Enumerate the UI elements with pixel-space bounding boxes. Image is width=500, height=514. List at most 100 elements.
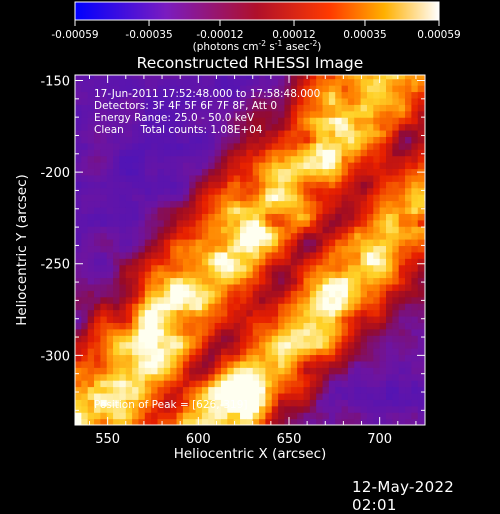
heatmap-cell xyxy=(176,136,184,144)
heatmap-cell xyxy=(87,194,95,202)
heatmap-cell xyxy=(220,315,228,323)
heatmap-cell xyxy=(220,360,228,368)
heatmap-cell xyxy=(214,296,222,304)
heatmap-cell xyxy=(119,418,127,425)
heatmap-cell xyxy=(227,335,235,343)
heatmap-cell xyxy=(246,85,254,93)
heatmap-cell xyxy=(208,174,216,182)
heatmap-cell xyxy=(157,232,165,240)
heatmap-cell xyxy=(201,123,209,131)
heatmap-cell xyxy=(157,386,165,394)
heatmap-cell xyxy=(201,328,209,336)
heatmap-cell xyxy=(176,309,184,317)
heatmap-cell xyxy=(81,380,89,388)
heatmap-cell xyxy=(163,194,171,202)
heatmap-cell xyxy=(405,348,412,356)
heatmap-cell xyxy=(182,85,190,93)
heatmap-cell xyxy=(176,155,184,163)
heatmap-cell xyxy=(113,290,121,298)
heatmap-cell xyxy=(182,386,190,394)
heatmap-cell xyxy=(106,277,114,285)
heatmap-cell xyxy=(354,367,362,375)
annotation-line: Energy Range: 25.0 - 50.0 keV xyxy=(94,112,255,124)
heatmap-cell xyxy=(138,258,146,266)
heatmap-cell xyxy=(379,200,387,208)
heatmap-cell xyxy=(233,149,241,157)
heatmap-cell xyxy=(392,412,400,420)
heatmap-cell xyxy=(125,155,133,163)
heatmap-cell xyxy=(259,239,267,247)
heatmap-cell xyxy=(398,386,406,394)
heatmap-cell xyxy=(246,226,254,234)
heatmap-cell xyxy=(227,174,235,182)
heatmap-cell xyxy=(335,155,343,163)
heatmap-cell xyxy=(94,226,101,234)
heatmap-cell xyxy=(405,232,412,240)
heatmap-cell xyxy=(163,296,171,304)
heatmap-cell xyxy=(170,181,178,189)
heatmap-cell xyxy=(94,136,101,144)
heatmap-cell xyxy=(182,155,190,163)
heatmap-cell xyxy=(392,232,400,240)
heatmap-cell xyxy=(195,348,203,356)
heatmap-cell xyxy=(322,200,330,208)
heatmap-cell xyxy=(113,303,121,311)
heatmap-cell xyxy=(144,245,152,253)
heatmap-cell xyxy=(316,75,324,80)
heatmap-cell xyxy=(106,341,114,349)
heatmap-cell xyxy=(328,226,336,234)
heatmap-cell xyxy=(398,142,406,150)
heatmap-cell xyxy=(411,104,419,112)
heatmap-cell xyxy=(335,399,343,407)
heatmap-cell xyxy=(214,405,222,413)
heatmap-cell xyxy=(220,418,228,425)
heatmap-cell xyxy=(271,206,279,214)
heatmap-cell xyxy=(138,277,146,285)
heatmap-cell xyxy=(398,251,406,259)
heatmap-cell xyxy=(303,283,311,291)
axis-ticks xyxy=(75,75,425,425)
heatmap-cell xyxy=(157,155,165,163)
heatmap-cell xyxy=(366,418,374,425)
heatmap-cell xyxy=(119,258,127,266)
heatmap-cell xyxy=(113,104,121,112)
heatmap-cell xyxy=(360,194,368,202)
heatmap-cell xyxy=(201,162,209,170)
heatmap-cell xyxy=(411,155,419,163)
heatmap-cell xyxy=(290,200,298,208)
heatmap-cell xyxy=(386,187,393,195)
heatmap-cell xyxy=(87,373,95,381)
heatmap-cell xyxy=(240,277,247,285)
heatmap-cell xyxy=(151,226,159,234)
heatmap-cell xyxy=(347,322,355,330)
heatmap-cell xyxy=(195,245,203,253)
heatmap-cell xyxy=(373,162,381,170)
heatmap-cell xyxy=(106,412,114,420)
heatmap-cell xyxy=(379,341,387,349)
heatmap-cell xyxy=(252,206,260,214)
heatmap-cell xyxy=(163,110,171,118)
heatmap-cell xyxy=(176,412,184,420)
heatmap-cell xyxy=(392,226,400,234)
heatmap-cell xyxy=(157,290,165,298)
heatmap-cell xyxy=(341,283,349,291)
heatmap-cell xyxy=(125,149,133,157)
heatmap-cell xyxy=(125,283,133,291)
heatmap-cell xyxy=(132,277,140,285)
heatmap-cell xyxy=(322,386,330,394)
heatmap-cell xyxy=(341,181,349,189)
heatmap-cell xyxy=(303,110,311,118)
heatmap-cell xyxy=(233,104,241,112)
heatmap-cell xyxy=(271,142,279,150)
heatmap-cell xyxy=(411,373,419,381)
heatmap-cell xyxy=(163,418,171,425)
heatmap-cell xyxy=(398,405,406,413)
heatmap-cell xyxy=(100,219,108,227)
heatmap-cell xyxy=(125,104,133,112)
heatmap-cell xyxy=(132,341,140,349)
heatmap-cell xyxy=(163,251,171,259)
heatmap-cell xyxy=(373,226,381,234)
heatmap-cell xyxy=(405,110,412,118)
heatmap-cell xyxy=(271,290,279,298)
heatmap-cell xyxy=(259,78,267,86)
